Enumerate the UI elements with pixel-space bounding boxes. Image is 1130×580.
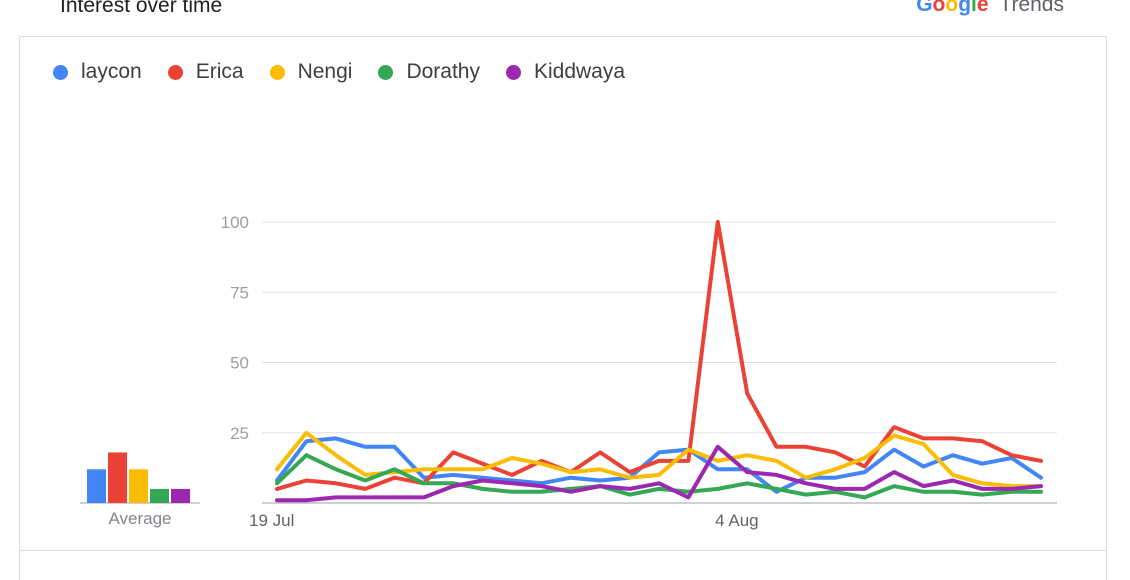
interest-over-time-card bbox=[19, 36, 1107, 551]
legend-item-erica[interactable]: Erica bbox=[167, 60, 244, 84]
series-line-nengi bbox=[275, 430, 1043, 489]
legend-dot-icon bbox=[269, 64, 285, 80]
legend-label: Kiddwaya bbox=[533, 60, 626, 83]
average-bar-dorathy bbox=[150, 488, 169, 503]
page-title: Interest over time bbox=[60, 0, 223, 17]
average-label: Average bbox=[108, 509, 171, 528]
series-line-dorathy bbox=[275, 453, 1043, 500]
legend-item-nengi[interactable]: Nengi bbox=[269, 60, 353, 84]
legend-dot-icon bbox=[378, 64, 394, 80]
card-footer bbox=[19, 551, 1107, 580]
brand-product: Trends bbox=[999, 0, 1064, 16]
brand-logo: Google bbox=[916, 0, 989, 16]
y-tick-label: 100 bbox=[221, 213, 249, 232]
average-bar-erica bbox=[108, 452, 127, 503]
series-line-kiddwaya bbox=[275, 444, 1043, 503]
legend-label: Dorathy bbox=[406, 60, 480, 83]
series-line-laycon bbox=[275, 436, 1043, 494]
average-bar-kiddwaya bbox=[171, 488, 190, 503]
legend-label: Erica bbox=[195, 60, 244, 83]
legend-label: laycon bbox=[81, 60, 142, 83]
average-bar-laycon bbox=[87, 469, 106, 503]
chart-legend: laycon Erica Nengi Dorathy Kiddwaya bbox=[53, 60, 651, 84]
legend-dot-icon bbox=[167, 64, 183, 80]
legend-label: Nengi bbox=[297, 60, 353, 83]
y-tick-label: 25 bbox=[230, 424, 249, 443]
google-trends-logo[interactable]: Google Trends bbox=[916, 0, 1064, 17]
average-bar-nengi bbox=[129, 469, 148, 503]
legend-item-laycon[interactable]: laycon bbox=[53, 60, 142, 84]
y-tick-label: 75 bbox=[230, 283, 249, 302]
legend-dot-icon bbox=[505, 64, 521, 80]
legend-item-dorathy[interactable]: Dorathy bbox=[378, 60, 480, 84]
series-line-erica bbox=[275, 220, 1043, 491]
y-tick-label: 50 bbox=[230, 354, 249, 373]
x-tick-label: 4 Aug bbox=[715, 511, 759, 530]
x-tick-label: 19 Jul bbox=[249, 511, 294, 530]
legend-item-kiddwaya[interactable]: Kiddwaya bbox=[505, 60, 626, 84]
legend-dot-icon bbox=[53, 64, 68, 80]
